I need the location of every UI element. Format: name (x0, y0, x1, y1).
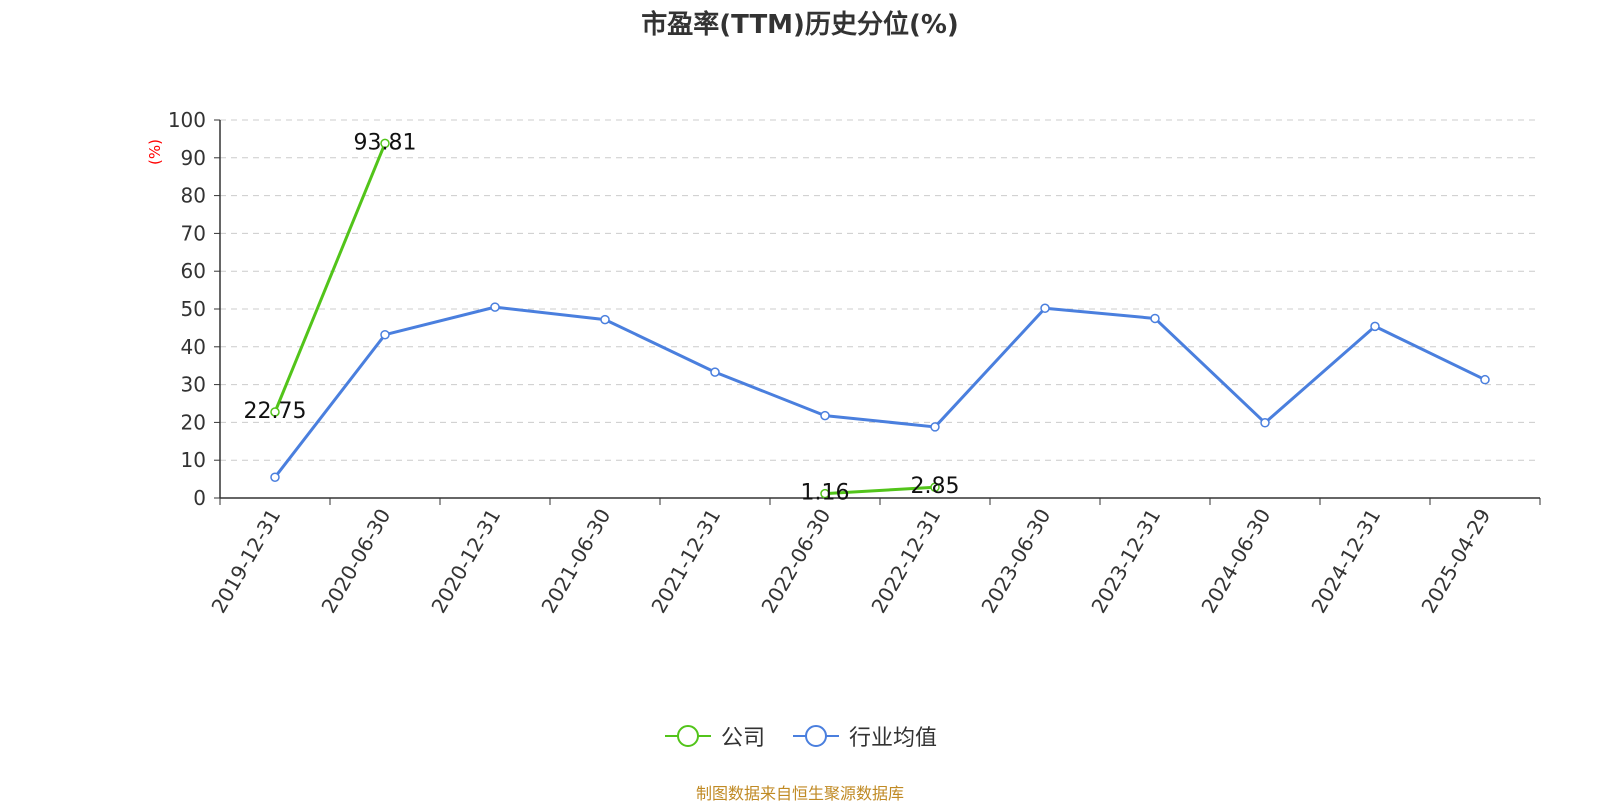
y-tick-label: 50 (181, 297, 206, 321)
y-tick-label: 30 (181, 373, 206, 397)
legend-label-company: 公司 (720, 726, 765, 751)
x-tick-label: 2022-06-30 (756, 505, 835, 618)
series-line-company (824, 485, 936, 496)
chart-title: 市盈率(TTM)历史分位(%) (641, 10, 959, 40)
series-line-company (273, 142, 387, 413)
x-tick-label: 2020-06-30 (316, 505, 395, 618)
legend-item-company[interactable]: 公司 (663, 720, 765, 752)
data-point-industry (1150, 313, 1160, 324)
data-labels: 22.75 93.81 1.16 2.85 (244, 130, 960, 505)
legend-label-industry: 行业均值 (849, 726, 938, 751)
data-point-industry (490, 302, 500, 312)
x-tick-label: 2024-06-30 (1196, 505, 1275, 618)
y-tick-label: 40 (181, 335, 206, 359)
x-tick-label: 2023-12-31 (1086, 505, 1165, 618)
x-tick-label: 2019-12-31 (206, 505, 285, 618)
legend-marker-industry-icon (793, 725, 839, 747)
data-label: 2.85 (911, 474, 960, 499)
data-point-company (380, 138, 390, 149)
data-label: 93.81 (354, 130, 417, 155)
y-tick-label: 100 (168, 108, 206, 132)
data-point-company (930, 482, 940, 492)
grid-lines (220, 119, 1540, 461)
legend-marker-company-icon (664, 725, 711, 747)
legend-item-industry[interactable]: 行业均值 (791, 720, 937, 752)
x-tick-label: 2021-12-31 (646, 505, 725, 618)
series-lines (270, 138, 1490, 499)
x-tick-label: 2023-06-30 (976, 505, 1055, 618)
y-tick-label: 70 (181, 221, 206, 245)
data-point-company (820, 488, 830, 499)
data-point-industry (820, 410, 830, 421)
data-point-industry (710, 367, 720, 377)
y-tick-label: 0 (193, 486, 206, 510)
series-line-industry (273, 305, 1486, 479)
y-tick-label: 60 (181, 259, 206, 283)
x-tick-label: 2025-04-29 (1416, 505, 1495, 618)
y-tick-label: 80 (181, 184, 206, 208)
data-point-company (270, 407, 280, 417)
source-note: 制图数据来自恒生聚源数据库 (695, 784, 904, 803)
x-tick-label: 2024-12-31 (1306, 505, 1385, 618)
data-point-industry (1260, 418, 1270, 428)
data-point-industry (930, 422, 940, 432)
data-label: 22.75 (244, 399, 307, 424)
x-tick-label: 2022-12-31 (866, 505, 945, 618)
legend: 公司 行业均值 (0, 720, 1600, 752)
y-axis-label: (%) (146, 139, 164, 165)
y-tick-label: 20 (181, 410, 206, 434)
data-point-industry (1040, 303, 1050, 313)
data-point-industry (380, 329, 390, 340)
y-tick-label: 10 (181, 448, 206, 472)
x-tick-label: 2020-12-31 (426, 505, 505, 618)
data-point-industry (1480, 374, 1490, 385)
data-point-industry (600, 314, 610, 325)
data-point-industry (1370, 321, 1380, 332)
data-label: 1.16 (801, 481, 850, 506)
data-point-industry (270, 472, 280, 482)
x-tick-label: 2021-06-30 (536, 505, 615, 618)
y-tick-label: 90 (181, 146, 206, 170)
